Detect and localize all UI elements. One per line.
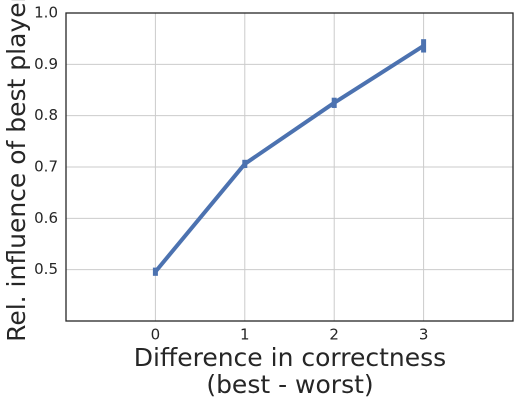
marks [152,39,427,276]
x-tick-label: 0 [151,326,161,344]
x-axis-label: Difference in correctness [134,343,446,372]
y-tick-label: 0.6 [34,209,58,227]
y-tick-label: 0.9 [34,55,58,73]
y-tick-label: 0.5 [34,260,58,278]
data-line [153,44,425,273]
y-tick-label: 0.8 [34,106,58,124]
x-tick-label: 1 [240,326,250,344]
plot-frame [65,12,514,322]
x-tick-label: 3 [419,326,429,344]
y-tick-label: 0.7 [34,158,58,176]
x-axis-label: (best - worst) [206,370,373,399]
x-tick-label: 2 [329,326,339,344]
y-axis-label: Rel. influence of best player [2,0,31,342]
y-tick-label: 1.0 [34,4,58,22]
